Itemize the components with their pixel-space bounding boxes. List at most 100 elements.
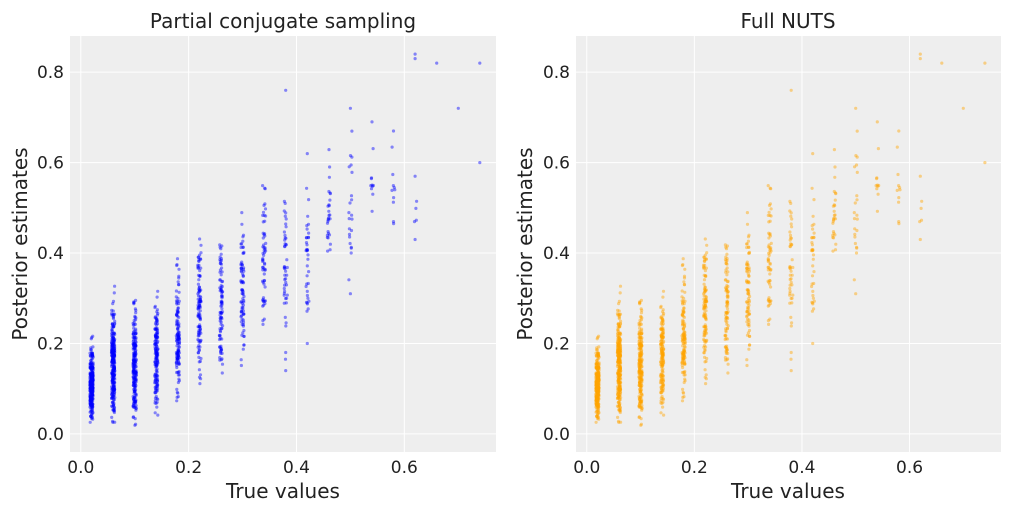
data-point bbox=[615, 312, 620, 316]
data-point bbox=[154, 349, 158, 353]
data-point bbox=[133, 349, 138, 353]
data-point bbox=[745, 245, 749, 250]
data-point bbox=[197, 259, 201, 263]
data-point bbox=[133, 370, 137, 374]
data-point bbox=[197, 257, 201, 261]
data-point bbox=[241, 239, 245, 243]
data-point bbox=[89, 385, 93, 389]
data-point bbox=[219, 288, 223, 293]
y-tick-label: 0.8 bbox=[543, 63, 570, 83]
data-point bbox=[113, 344, 117, 348]
data-point bbox=[261, 299, 265, 304]
data-point bbox=[196, 263, 200, 267]
data-point bbox=[768, 272, 772, 276]
data-point bbox=[177, 324, 181, 328]
data-point bbox=[132, 365, 136, 369]
data-point bbox=[112, 359, 117, 363]
data-point bbox=[197, 288, 202, 292]
data-point bbox=[155, 367, 159, 371]
data-point bbox=[725, 322, 729, 326]
data-point bbox=[111, 356, 115, 360]
panel-full-nuts: 0.0 0.2 0.4 0.6 0.00.20.40.60.8 Full NUTS T… bbox=[513, 9, 1001, 503]
data-point bbox=[283, 289, 287, 293]
data-point bbox=[89, 379, 93, 383]
data-point bbox=[239, 358, 243, 362]
data-point bbox=[874, 184, 878, 188]
data-point bbox=[112, 343, 116, 347]
data-point bbox=[111, 366, 115, 370]
data-point bbox=[91, 380, 95, 384]
data-point bbox=[90, 390, 94, 394]
data-point bbox=[242, 294, 246, 299]
data-point bbox=[788, 244, 792, 248]
data-point bbox=[89, 383, 93, 387]
data-point bbox=[219, 286, 223, 290]
data-point bbox=[112, 366, 117, 370]
data-point bbox=[616, 415, 620, 419]
data-point bbox=[89, 391, 93, 395]
data-point bbox=[789, 214, 793, 218]
data-point bbox=[153, 388, 158, 392]
data-point bbox=[89, 384, 93, 388]
data-point bbox=[110, 364, 114, 368]
data-point bbox=[90, 403, 94, 407]
data-point bbox=[91, 378, 95, 382]
data-point bbox=[111, 419, 115, 423]
data-point bbox=[111, 374, 115, 378]
data-point bbox=[478, 61, 482, 65]
data-point bbox=[111, 358, 115, 362]
data-point bbox=[239, 363, 243, 368]
data-point bbox=[240, 333, 244, 337]
data-point bbox=[111, 346, 115, 350]
data-point bbox=[617, 338, 621, 342]
data-point bbox=[240, 281, 244, 285]
data-point bbox=[89, 375, 93, 379]
data-point bbox=[219, 304, 223, 308]
data-point bbox=[788, 277, 792, 282]
data-point bbox=[156, 311, 160, 316]
data-point bbox=[153, 345, 157, 349]
data-point bbox=[282, 199, 286, 203]
data-point bbox=[154, 372, 158, 376]
data-point bbox=[112, 366, 116, 370]
data-point bbox=[111, 374, 115, 378]
data-point bbox=[89, 414, 93, 418]
data-point bbox=[596, 404, 600, 408]
data-point bbox=[91, 375, 95, 379]
data-point bbox=[241, 303, 245, 307]
data-point bbox=[262, 267, 266, 271]
data-point bbox=[134, 371, 138, 375]
data-point bbox=[745, 358, 749, 362]
data-point bbox=[391, 200, 395, 204]
data-point bbox=[88, 362, 92, 366]
data-point bbox=[112, 373, 116, 377]
data-point bbox=[134, 338, 138, 342]
data-point bbox=[263, 285, 267, 289]
data-point bbox=[177, 325, 181, 329]
data-point bbox=[347, 232, 352, 236]
data-point bbox=[134, 373, 138, 377]
data-point bbox=[218, 329, 222, 333]
data-point bbox=[89, 400, 93, 404]
data-point bbox=[918, 57, 922, 61]
data-point bbox=[596, 379, 600, 383]
data-point bbox=[90, 387, 94, 391]
data-point bbox=[218, 268, 222, 272]
data-point bbox=[113, 420, 117, 424]
data-point bbox=[219, 257, 223, 261]
data-point bbox=[89, 390, 93, 394]
data-point bbox=[154, 327, 158, 331]
data-point bbox=[90, 408, 94, 412]
data-point bbox=[155, 354, 159, 358]
data-point bbox=[132, 302, 136, 306]
data-point bbox=[681, 322, 685, 326]
data-point bbox=[111, 377, 115, 381]
data-point bbox=[305, 243, 309, 247]
data-point bbox=[132, 343, 136, 348]
data-point bbox=[198, 299, 202, 303]
data-point bbox=[176, 349, 180, 354]
data-point bbox=[218, 289, 222, 293]
data-point bbox=[90, 397, 94, 401]
data-point bbox=[177, 373, 181, 377]
data-point bbox=[111, 350, 116, 354]
